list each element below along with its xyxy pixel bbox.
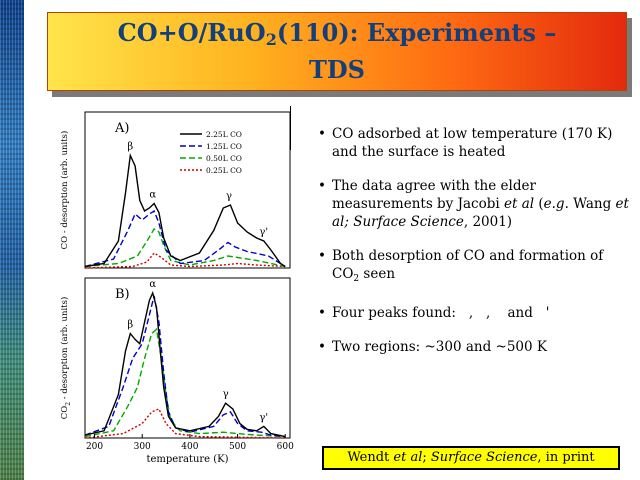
tds-charts: A) CO - desorption (arb. units) β α γ γ' 2.25L… xyxy=(59,111,294,465)
x-tick-label: 500 xyxy=(229,442,246,452)
series-line xyxy=(84,152,286,268)
plot-frame xyxy=(84,277,291,439)
peak-label: α xyxy=(149,190,156,201)
bullet-dot-icon: • xyxy=(318,178,326,194)
citation-text: ; xyxy=(422,450,431,465)
bullet-italic: et al; Surface Science xyxy=(332,196,629,230)
bullet-text: The data agree with the elder measuremen… xyxy=(332,178,536,212)
plot-frame xyxy=(84,111,291,269)
y-label-part: CO xyxy=(60,406,70,420)
title-subscript: 2 xyxy=(265,30,277,49)
legend-label: 1.25L CO xyxy=(206,142,242,151)
series-line xyxy=(84,408,286,439)
series-line xyxy=(84,295,286,438)
peak-label: γ xyxy=(226,191,232,202)
title-text-part: (110): Experiments – xyxy=(276,18,557,47)
citation-text: Wendt xyxy=(347,450,394,465)
y-axis-label: CO2 - desorption (arb. units) xyxy=(59,297,72,420)
bullet-dot-icon: • xyxy=(318,305,326,321)
peak-label: γ' xyxy=(259,412,268,423)
title-text-part: CO+O/RuO xyxy=(117,18,266,47)
x-axis-label: temperature (K) xyxy=(146,454,228,465)
bullet-item: • Four peaks found: , , and ' xyxy=(318,304,630,322)
citation-text: , in print xyxy=(537,450,595,465)
chart-panel-b: B) CO2 - desorption (arb. units) α β γ γ' 200 3… xyxy=(59,277,294,465)
bullet-text: Four peaks found: , , and ' xyxy=(332,305,550,321)
bullet-italic: et al xyxy=(504,196,535,212)
citation-italic: Surface Science xyxy=(430,450,538,465)
bullet-dot-icon: • xyxy=(318,339,326,355)
y-axis-label: CO - desorption (arb. units) xyxy=(59,131,70,250)
legend-label: 2.25L CO xyxy=(206,130,242,139)
citation-italic: et al xyxy=(393,450,423,465)
panel-label: A) xyxy=(114,121,129,136)
x-tick-label: 400 xyxy=(181,442,198,452)
bullet-italic: e.g. xyxy=(543,196,569,212)
bullet-item: • CO adsorbed at low temperature (170 K) … xyxy=(318,125,630,161)
bullet-text: , 2001) xyxy=(463,214,513,230)
bullet-dot-icon: • xyxy=(318,248,326,264)
title-line-2: TDS xyxy=(308,55,365,84)
bullet-text: ( xyxy=(534,196,544,212)
series-line xyxy=(84,228,286,268)
legend-label: 0.25L CO xyxy=(206,166,242,175)
title-banner: CO+O/RuO2(110): Experiments – TDS xyxy=(47,12,627,91)
decorative-strip xyxy=(0,0,24,480)
panel-label: B) xyxy=(115,287,130,302)
title-line-1: CO+O/RuO2(110): Experiments – xyxy=(118,18,557,55)
bullet-text: Both desorption of CO and formation of C… xyxy=(332,248,604,282)
bullet-text: Two regions: ~300 and ~500 K xyxy=(332,339,547,355)
y-label-subscript: 2 xyxy=(65,402,72,406)
bullet-text: seen xyxy=(359,266,396,282)
series-line xyxy=(84,209,286,268)
bullet-subscript: 2 xyxy=(353,274,360,284)
y-label-part: - desorption (arb. units) xyxy=(59,297,70,402)
x-tick-label: 200 xyxy=(86,442,103,452)
bullet-text: Wang xyxy=(568,196,616,212)
citation-box: Wendt et al; Surface Science, in print xyxy=(322,446,620,470)
peak-label: α xyxy=(149,279,156,290)
series-line xyxy=(84,290,286,438)
x-tick-label: 600 xyxy=(277,442,294,452)
peak-label: β xyxy=(127,142,133,153)
peak-label: β xyxy=(127,320,133,331)
bullet-item: • Both desorption of CO and formation of … xyxy=(318,247,630,288)
peak-label: γ' xyxy=(259,227,268,238)
legend-label: 0.50L CO xyxy=(206,154,242,163)
divider-line xyxy=(290,106,291,150)
peak-label: γ xyxy=(223,389,229,400)
bullet-item: • Two regions: ~300 and ~500 K xyxy=(318,338,630,356)
series-line xyxy=(84,252,286,269)
series-line xyxy=(84,327,286,438)
bullet-list: • CO adsorbed at low temperature (170 K) … xyxy=(318,125,630,372)
x-tick-label: 300 xyxy=(134,442,151,452)
chart-panel-a: A) CO - desorption (arb. units) β α γ γ' 2.25L… xyxy=(59,111,291,269)
bullet-text: CO adsorbed at low temperature (170 K) a… xyxy=(332,126,613,160)
bullet-item: • The data agree with the elder measureme… xyxy=(318,177,630,231)
bullet-dot-icon: • xyxy=(318,126,326,142)
